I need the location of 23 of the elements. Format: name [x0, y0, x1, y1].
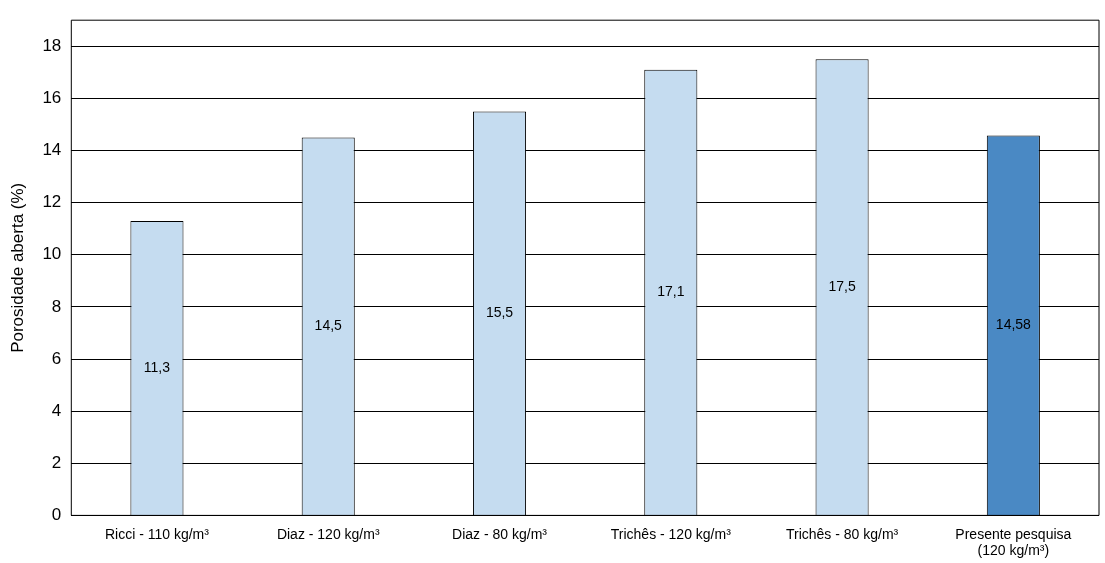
- y-tick-label: 18: [42, 35, 62, 55]
- x-tick-label: Trichês - 80 kg/m³: [785, 525, 899, 542]
- y-tick-label: 16: [42, 88, 62, 108]
- y-tick-label: 2: [51, 452, 62, 472]
- x-tick-label: Trichês - 120 kg/m³: [610, 525, 732, 542]
- x-tick-label: Ricci - 110 kg/m³: [104, 525, 210, 542]
- x-tick-label: Diaz - 80 kg/m³: [452, 525, 548, 542]
- data-label: 14,58: [995, 316, 1032, 333]
- y-tick-label: 0: [51, 505, 62, 525]
- y-axis-title: Porosidade aberta (%): [7, 182, 27, 353]
- y-tick-label: 14: [42, 140, 62, 160]
- y-tick-label: 6: [51, 348, 62, 368]
- data-label: 15,5: [485, 304, 514, 321]
- y-tick-label: 10: [42, 244, 62, 264]
- x-tick-label: Presente pesquisa (120 kg/m³): [955, 525, 1072, 559]
- y-tick-label: 8: [51, 296, 62, 316]
- y-tick-label: 12: [42, 192, 62, 212]
- data-label: 14,5: [314, 317, 343, 334]
- data-label: 11,3: [143, 358, 171, 375]
- data-label: 17,1: [657, 283, 685, 300]
- data-label: 17,5: [828, 277, 856, 294]
- y-tick-label: 4: [51, 400, 62, 420]
- x-tick-label: Diaz - 120 kg/m³: [276, 525, 380, 542]
